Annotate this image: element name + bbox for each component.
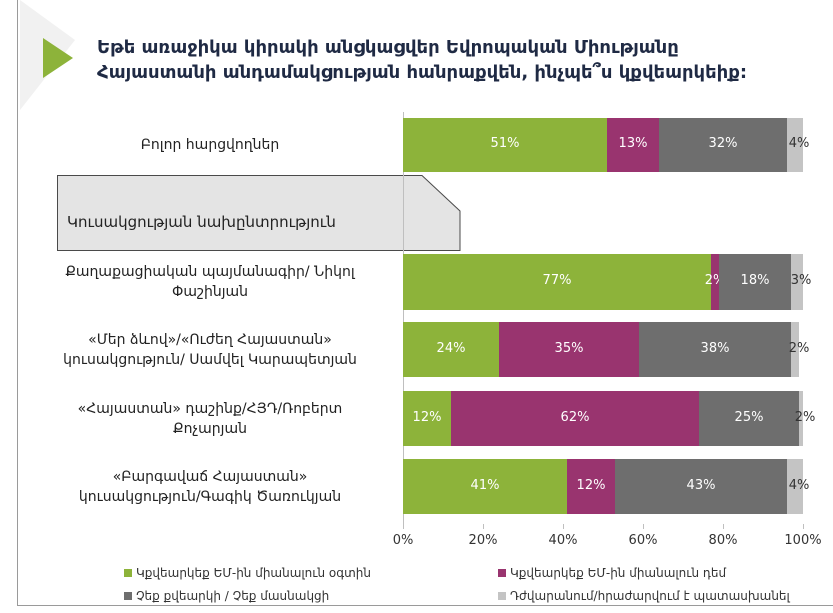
bar-segment [639,322,791,377]
bar-segment [499,322,639,377]
chart-title: Եթե առաջիկա կիրակի անցկացվեր Եվրոպական Մ… [97,35,747,85]
section-header-party-preference: Կուսակցության նախընտրություն [57,175,461,251]
data-label: 2% [794,409,816,425]
bar-segment [659,118,787,172]
bar-segment [403,322,499,377]
legend-swatch [498,569,506,577]
category-label-line: կուսակցություն/Գագիկ Ծառուկյան [78,488,342,505]
bar-segment [567,459,615,514]
data-label: 12% [576,477,606,493]
legend-label: Չեք քվեարկի / Չեք մասնակցի [136,589,330,603]
data-label: 3% [790,273,812,288]
category-label-line: կուսակցություն/ Սամվել Կարապետյան [63,351,357,368]
category-label-line: «Բարգավաճ Հայաստան» [112,468,308,485]
tick-mark [483,524,484,529]
bar-segment [791,254,803,310]
frame-border-bottom [17,605,833,606]
legend-swatch [124,569,132,577]
legend-item: Չեք քվեարկի / Չեք մասնակցի [124,589,329,603]
triangle-arrow-icon [43,38,73,78]
data-label: 4% [788,477,810,493]
title-line-1: Եթե առաջիկա կիրակի անցկացվեր Եվրոպական Մ… [97,37,679,58]
data-label: 77% [542,273,572,288]
frame-border-left [17,0,18,606]
x-tick-label: 80% [708,533,738,548]
bar-segment [699,391,799,446]
legend-swatch [124,592,132,600]
data-label: 41% [470,477,500,493]
bar-segment [787,459,803,514]
data-label: 43% [686,477,716,493]
data-label: 35% [554,340,584,356]
bar-segment [791,322,799,377]
x-tick-label: 0% [392,533,414,548]
data-label: 51% [490,136,520,151]
category-label-line: Բոլոր հարցվողներ [140,137,280,153]
legend-swatch [498,592,506,600]
category-label-line: Քոչարյան [173,420,247,437]
tick-mark [563,524,564,529]
legend-item: Կքվեարկեք ԵՄ-ին միանալուն օգտին [124,566,371,580]
x-tick-label: 20% [468,533,498,548]
bar-segment [719,254,791,310]
section-box-shape [57,175,461,251]
category-label-line: «Մեր ձևով»/«Ուժեղ Հայաստան» [88,331,332,348]
data-label: 12% [412,409,442,425]
category-label: «Մեր ձևով»/«Ուժեղ Հայաստան» կուսակցությու… [30,330,390,370]
data-label: 32% [708,136,738,151]
category-label: Քաղաքացիական պայմանագիր/ Նիկոլ Փաշինյան [30,262,390,302]
data-label: 25% [734,409,764,425]
bar-segment [711,254,719,310]
category-label: Բոլոր հարցվողներ [30,135,390,155]
bar-segment [403,254,711,310]
tick-mark [643,524,644,529]
data-label: 24% [436,340,466,356]
tick-mark [803,524,804,529]
data-label: 18% [740,273,770,288]
bar-segment [615,459,787,514]
title-line-2: Հայաստանի անդամակցության հանրաքվեն, ինչպ… [97,62,748,83]
legend-item: Կքվեարկեք ԵՄ-ին միանալուն դեմ [498,566,726,580]
category-label: «Բարգավաճ Հայաստան» կուսակցություն/Գագիկ … [30,467,390,507]
section-label: Կուսակցության նախընտրություն [67,213,336,231]
category-label-line: Փաշինյան [171,284,249,300]
bar-segment [607,118,659,172]
bar-segment [403,459,567,514]
legend-label: Կքվեարկեք ԵՄ-ին միանալուն օգտին [136,566,372,580]
bar-segment [799,391,803,446]
y-axis-line [403,112,404,524]
bar-segment [451,391,699,446]
x-tick-label: 100% [784,533,822,548]
x-tick-label: 40% [548,533,578,548]
data-label: 2% [788,340,810,356]
tick-mark [723,524,724,529]
legend-item: Դժվարանում/հրաժարվում է պատասխանել [498,589,790,603]
legend-label: Կքվեարկեք ԵՄ-ին միանալուն դեմ [510,566,727,580]
category-label-line: Քաղաքացիական պայմանագիր/ Նիկոլ [65,264,355,280]
category-label: «Հայաստան» դաշինք/ՀՅԴ/Ռոբերտ Քոչարյան [30,399,390,439]
bar-segment [403,118,607,172]
x-tick-label: 60% [628,533,658,548]
bar-segment [787,118,803,172]
bar-segment [403,391,451,446]
data-label: 4% [788,136,810,151]
legend-label: Դժվարանում/հրաժարվում է պատասխանել [510,589,790,603]
data-label: 13% [618,136,648,151]
data-label: 62% [560,409,590,425]
data-label: 38% [700,340,730,356]
tick-mark [403,524,404,529]
category-label-line: «Հայաստան» դաշինք/ՀՅԴ/Ռոբերտ [77,400,343,417]
